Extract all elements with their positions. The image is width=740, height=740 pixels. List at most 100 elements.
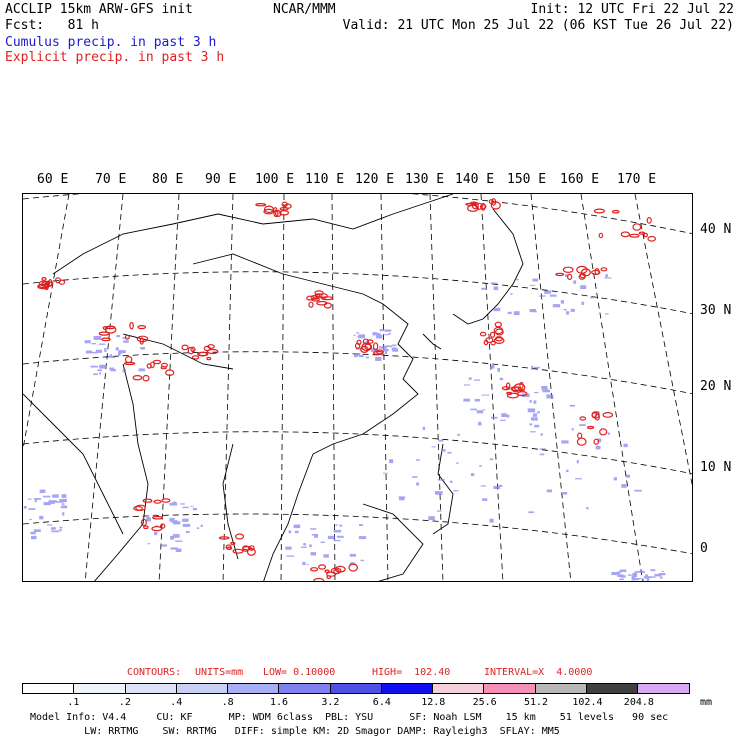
cumulus-precip-patch	[571, 428, 574, 431]
cumulus-precip-patch	[497, 368, 500, 372]
cumulus-precip-patch	[490, 365, 495, 369]
explicit-precip-contour	[310, 567, 319, 572]
coastline	[222, 443, 239, 560]
meridian-line	[222, 194, 234, 581]
explicit-precip-contour	[586, 425, 595, 430]
explicit-precip-contour	[493, 326, 504, 335]
cumulus-precip-patch	[384, 329, 392, 332]
cumulus-precip-patch	[581, 301, 585, 305]
explicit-precip-contour	[159, 523, 166, 529]
explicit-precip	[37, 198, 657, 581]
lon-label: 150 E	[507, 172, 547, 187]
explicit-precip-contour	[124, 356, 133, 364]
explicit-precip-contour	[232, 548, 244, 554]
cumulus-precip-patch	[356, 332, 360, 334]
explicit-precip-contour	[129, 321, 134, 330]
cumulus-precip-patch	[539, 453, 545, 456]
cumulus-precip-patch	[59, 526, 63, 529]
lon-label: 100 E	[255, 172, 295, 187]
cumulus-precip-patch	[632, 573, 638, 577]
cumulus-precip-patch	[303, 543, 306, 546]
cumulus-precip-patch	[463, 384, 471, 386]
cumulus-precip-patch	[546, 394, 554, 399]
cumulus-precip-patch	[333, 529, 342, 533]
explicit-precip-contour	[598, 232, 604, 239]
cumulus-precip-patch	[501, 413, 507, 417]
cumulus-precip-patch	[480, 485, 486, 487]
cumulus-precip-patch	[306, 563, 309, 565]
coastline	[362, 503, 424, 581]
model-info-line1: Model Info: V4.4 CU: KF MP: WDM 6class P…	[30, 712, 669, 723]
explicit-precip-contour	[647, 235, 657, 242]
cumulus-precip-patch	[118, 351, 121, 356]
explicit-precip-contour	[326, 575, 332, 580]
cumulus-precip-patch	[320, 541, 325, 543]
explicit-precip-contour	[602, 411, 614, 418]
cumulus-precip-patch	[95, 349, 102, 353]
init-time: Init: 12 UTC Fri 22 Jul 22	[530, 2, 735, 17]
cumulus-precip-patch	[376, 333, 381, 336]
explicit-precip-contour	[198, 351, 208, 357]
cumulus-precip-patch	[389, 459, 394, 464]
cumulus-precip-patch	[349, 553, 356, 557]
cumulus-precip-patch	[360, 559, 364, 562]
colorbar-cell	[535, 684, 587, 693]
colorbar-cell	[638, 684, 690, 693]
cumulus-precip-patch	[286, 555, 295, 557]
explicit-precip-contour	[321, 296, 334, 301]
explicit-precip-contour	[140, 518, 147, 527]
colorbar-cell	[228, 684, 280, 693]
explicit-precip-contour	[479, 331, 487, 337]
meridian-line	[84, 194, 124, 581]
cumulus-precip-patch	[490, 282, 498, 284]
explicit-precip-contour	[475, 202, 483, 210]
cumulus-precip-patch	[470, 408, 477, 411]
cumulus-precip-patch	[416, 482, 419, 486]
cumulus-precip-patch	[61, 503, 65, 505]
cumulus-precip-patch	[643, 576, 652, 579]
explicit-precip-contour	[629, 233, 640, 238]
cumulus-precip-patch	[91, 343, 96, 345]
cumulus-precip-patch	[505, 414, 510, 418]
cumulus-precip-patch	[661, 570, 665, 572]
cumulus-precip-patch	[529, 309, 536, 313]
explicit-precip-contour	[632, 223, 642, 231]
model-info-line2: LW: RRTMG SW: RRTMG DIFF: simple KM: 2D …	[30, 726, 560, 737]
cumulus-precip-patch	[186, 531, 190, 534]
cumulus-precip-patch	[570, 308, 575, 312]
cumulus-precip-patch	[481, 287, 487, 290]
explicit-precip-contour	[143, 525, 149, 530]
cumulus-precip-patch	[626, 474, 631, 478]
cumulus-precip-patch	[649, 576, 656, 578]
cumulus-precip-patch	[631, 575, 637, 578]
cumulus-precip-patch	[463, 398, 470, 402]
cumulus-precip-patch	[560, 300, 564, 304]
lon-label: 170 E	[617, 172, 657, 187]
cumulus-precip-patch	[392, 344, 397, 347]
explicit-precip-contour	[279, 210, 290, 216]
cumulus-precip-patch	[140, 347, 145, 350]
cumulus-precip-patch	[122, 368, 126, 373]
colorbar-cell	[586, 684, 638, 693]
cumulus-precip-patch	[482, 409, 486, 411]
cumulus-precip-patch	[175, 548, 182, 552]
colorbar-tick-label: 204.8	[623, 697, 654, 708]
cumulus-precip-patch	[109, 367, 114, 370]
cumulus-precip-patch	[650, 569, 656, 572]
cumulus-precip-patch	[513, 311, 520, 316]
cumulus-precip-patch	[30, 531, 36, 535]
explicit-precip-contour	[58, 279, 66, 285]
cumulus-precip-patch	[470, 473, 475, 477]
cumulus-precip-patch	[353, 334, 356, 336]
cumulus-precip-patch	[621, 484, 627, 488]
coastline	[422, 333, 442, 350]
cumulus-precip-patch	[640, 570, 643, 572]
cumulus-precip-patch	[576, 459, 579, 464]
explicit-precip-contour	[495, 328, 504, 336]
contours-interval: INTERVAL=X 4.0000	[484, 667, 593, 678]
explicit-precip-contour	[376, 349, 385, 355]
cumulus-precip-patch	[493, 286, 499, 291]
cumulus-precip-patch	[498, 484, 503, 487]
cumulus-precip-patch	[93, 373, 98, 376]
explicit-precip-contour	[314, 290, 324, 296]
